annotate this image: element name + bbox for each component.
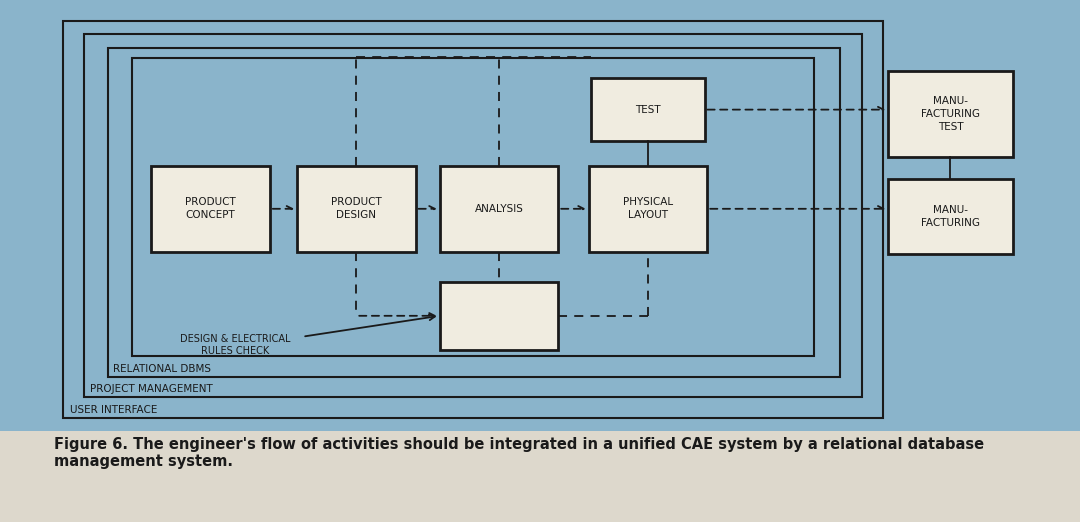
Text: TEST: TEST bbox=[635, 104, 661, 115]
Bar bbox=[84, 34, 862, 397]
Bar bbox=[592, 78, 704, 141]
Bar bbox=[132, 58, 814, 356]
Bar bbox=[108, 48, 840, 377]
Text: ANALYSIS: ANALYSIS bbox=[474, 204, 524, 214]
Bar bbox=[151, 166, 270, 252]
Bar bbox=[0, 431, 1080, 522]
Text: PRODUCT
CONCEPT: PRODUCT CONCEPT bbox=[186, 197, 235, 220]
Text: PRODUCT
DESIGN: PRODUCT DESIGN bbox=[332, 197, 381, 220]
Text: DESIGN & ELECTRICAL
RULES CHECK: DESIGN & ELECTRICAL RULES CHECK bbox=[180, 334, 291, 355]
Bar bbox=[589, 166, 707, 252]
Bar bbox=[440, 282, 558, 350]
Bar bbox=[888, 179, 1013, 255]
Bar bbox=[440, 166, 558, 252]
Bar bbox=[888, 71, 1013, 157]
Bar bbox=[63, 21, 883, 418]
Text: PHYSICAL
LAYOUT: PHYSICAL LAYOUT bbox=[623, 197, 673, 220]
Text: MANU-
FACTURING: MANU- FACTURING bbox=[921, 205, 980, 228]
Bar bbox=[297, 166, 416, 252]
Text: USER INTERFACE: USER INTERFACE bbox=[70, 405, 158, 415]
Text: PROJECT MANAGEMENT: PROJECT MANAGEMENT bbox=[90, 384, 213, 394]
Text: Figure 6. The engineer's flow of activities should be integrated in a unified CA: Figure 6. The engineer's flow of activit… bbox=[54, 437, 984, 469]
Text: RELATIONAL DBMS: RELATIONAL DBMS bbox=[113, 364, 212, 374]
Text: MANU-
FACTURING
TEST: MANU- FACTURING TEST bbox=[921, 96, 980, 132]
